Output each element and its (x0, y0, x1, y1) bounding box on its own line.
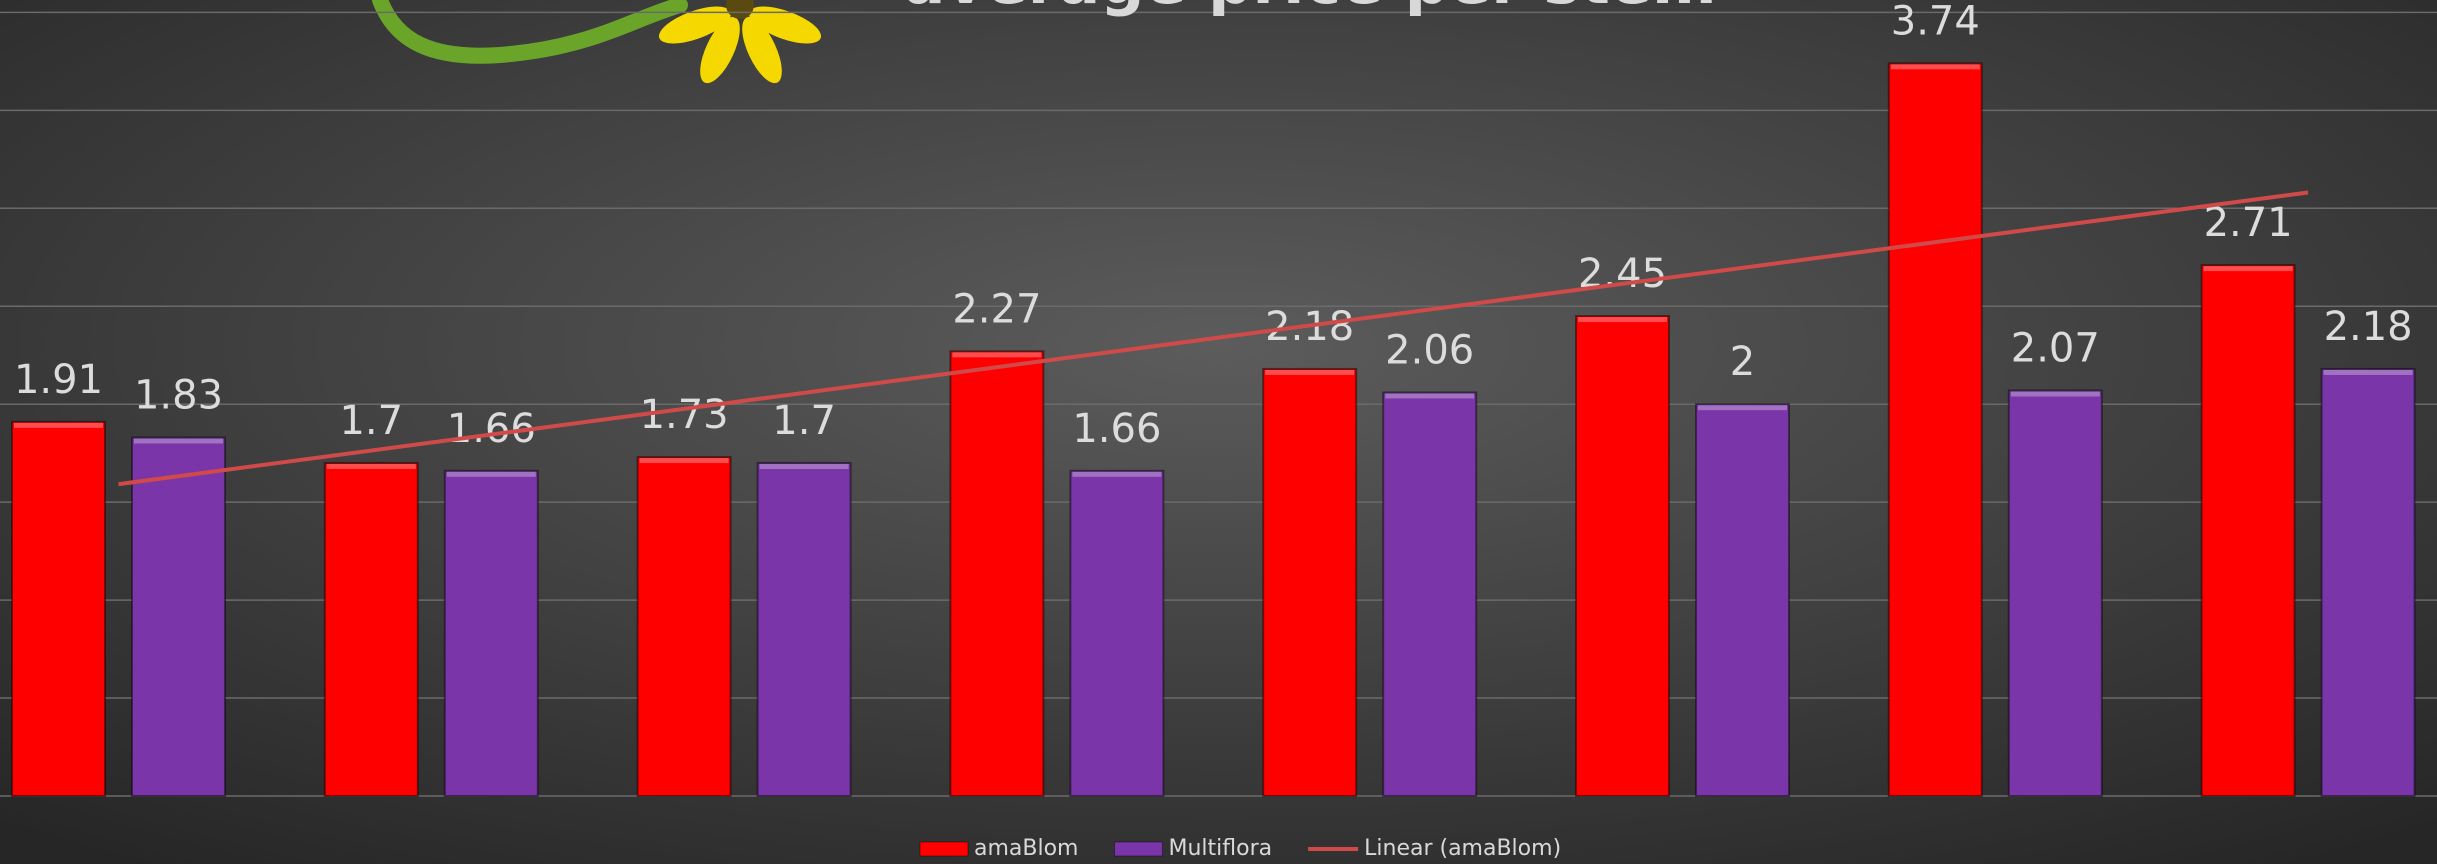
bar (2200, 264, 2296, 797)
bar-highlight (326, 463, 416, 469)
bar (1262, 367, 1358, 797)
bar (756, 461, 852, 797)
bar (1695, 403, 1790, 797)
data-label: 1.66 (1072, 406, 1161, 452)
bar (1575, 315, 1670, 797)
bar-highlight (1385, 393, 1475, 399)
legend: amaBlom Multiflora Linear (amaBlom) (919, 836, 1561, 861)
data-label: 2 (1730, 339, 1755, 385)
bar-highlight (2203, 266, 2293, 272)
bar-highlight (134, 438, 223, 444)
bar-highlight (952, 352, 1042, 358)
bar (1887, 62, 1983, 798)
bar-highlight (2010, 391, 2100, 397)
data-label: 1.73 (640, 392, 729, 438)
data-label: 2.18 (2324, 304, 2413, 350)
logo (372, 0, 822, 84)
data-label: 1.7 (339, 398, 403, 444)
legend-label: amaBlom (974, 836, 1079, 861)
bar (443, 469, 539, 797)
data-label: 2.45 (1578, 251, 1667, 297)
bar (131, 436, 226, 797)
bar (2007, 389, 2103, 797)
data-label: 2.06 (1385, 327, 1474, 373)
bar-highlight (759, 463, 849, 469)
bar-highlight (1265, 369, 1355, 375)
data-label: 1.91 (14, 357, 103, 403)
data-label: 2.07 (2011, 325, 2100, 371)
bar (949, 350, 1045, 797)
bar-highlight (639, 458, 729, 464)
legend-label: Multiflora (1169, 836, 1273, 861)
bar-highlight (1578, 317, 1667, 323)
bar-highlight (1890, 64, 1980, 70)
data-label: 2.71 (2204, 200, 2293, 246)
legend-swatch (919, 841, 969, 857)
bar-highlight (2323, 369, 2413, 375)
legend-swatch (1114, 841, 1163, 857)
bar (11, 420, 106, 797)
data-label: 2.27 (952, 286, 1041, 332)
legend-label: Linear (amaBlom) (1364, 836, 1561, 861)
bar (323, 461, 419, 797)
data-label: 1.7 (772, 398, 836, 444)
bar-highlight (446, 471, 536, 477)
trendline (118, 190, 2309, 487)
data-label: 1.83 (134, 373, 223, 419)
bar (1382, 391, 1478, 797)
bar (1069, 469, 1165, 797)
bar (2320, 367, 2416, 797)
bar-highlight (1698, 405, 1787, 411)
bar-highlight (14, 422, 103, 428)
data-label: 3.74 (1891, 0, 1980, 44)
bar-highlight (1072, 471, 1162, 477)
chart-title: average price per stem (903, 0, 1716, 18)
bar (636, 456, 732, 797)
